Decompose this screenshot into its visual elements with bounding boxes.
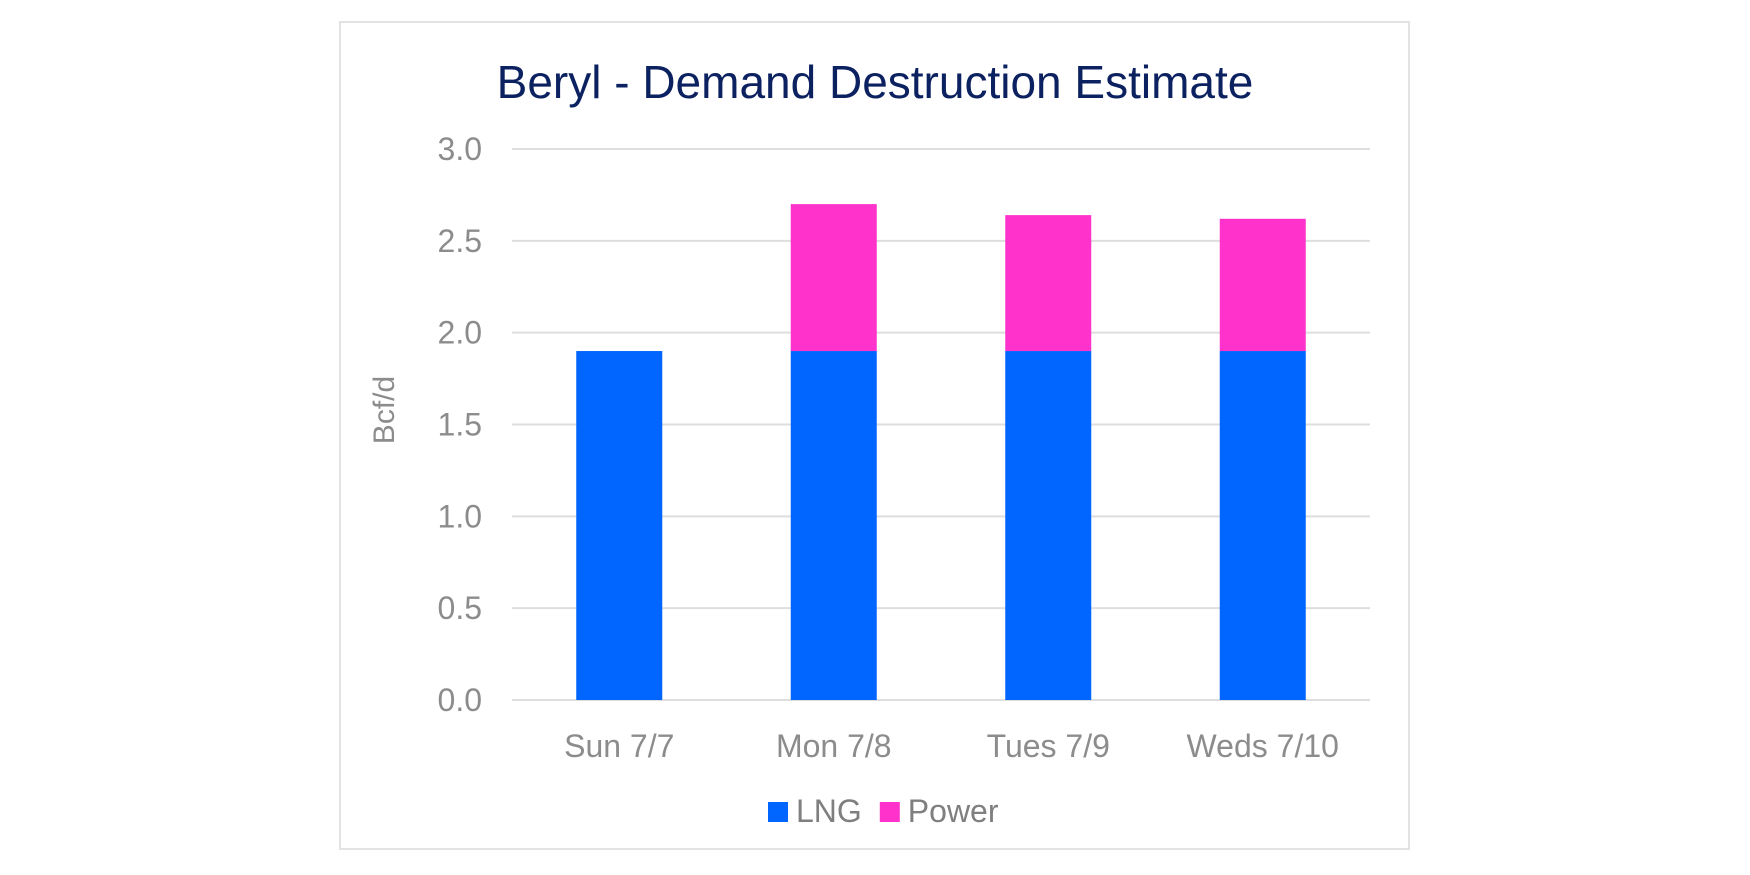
chart-title: Beryl - Demand Destruction Estimate — [497, 56, 1254, 108]
bar-lng — [1005, 351, 1092, 700]
y-tick-labels: 0.0 0.5 1.0 1.5 2.0 2.5 3.0 — [438, 131, 482, 718]
x-tick-label: Sun 7/7 — [564, 728, 674, 764]
bar-power — [1005, 215, 1092, 352]
y-tick-label: 0.5 — [438, 590, 482, 626]
legend: LNG Power — [768, 793, 999, 829]
bar-power — [790, 204, 877, 352]
bar-lng — [790, 351, 877, 700]
y-tick-label: 2.5 — [438, 223, 482, 259]
legend-label-power: Power — [908, 793, 999, 829]
legend-label-lng: LNG — [796, 793, 862, 829]
bar-power — [1219, 218, 1306, 352]
x-tick-label: Weds 7/10 — [1187, 728, 1339, 764]
y-axis-label: Bcf/d — [368, 376, 401, 444]
x-tick-label: Tues 7/9 — [987, 728, 1110, 764]
y-tick-label: 1.5 — [438, 407, 482, 443]
bar-lng — [1219, 351, 1306, 700]
x-tick-labels: Sun 7/7 Mon 7/8 Tues 7/9 Weds 7/10 — [564, 728, 1339, 764]
bars — [576, 204, 1306, 700]
y-tick-label: 0.0 — [438, 682, 482, 718]
bar-lng — [576, 351, 663, 700]
y-tick-label: 1.0 — [438, 498, 482, 534]
legend-swatch-lng — [768, 802, 788, 822]
y-tick-label: 3.0 — [438, 131, 482, 167]
x-tick-label: Mon 7/8 — [776, 728, 892, 764]
y-tick-label: 2.0 — [438, 315, 482, 351]
legend-swatch-power — [879, 802, 900, 822]
